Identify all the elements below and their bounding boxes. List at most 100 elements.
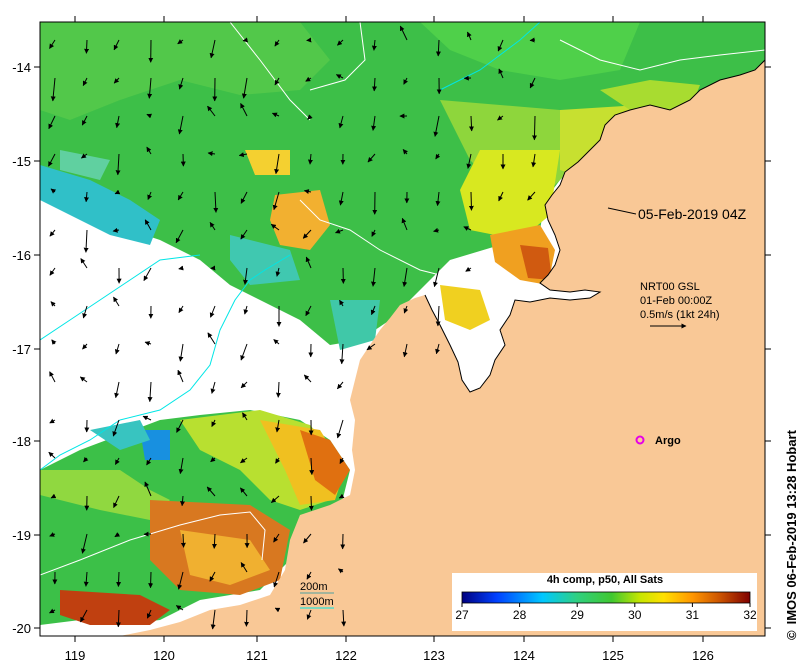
current-arrow — [529, 37, 536, 43]
current-arrow — [303, 374, 312, 383]
current-arrow — [306, 571, 312, 580]
current-arrow — [180, 533, 186, 548]
current-arrow — [371, 77, 377, 92]
current-arrow — [303, 533, 312, 544]
current-arrow — [401, 217, 408, 231]
current-arrow — [275, 381, 281, 398]
current-arrow — [209, 39, 216, 59]
current-arrow — [211, 533, 217, 549]
current-arrow — [207, 151, 216, 157]
current-arrow — [49, 608, 56, 614]
current-arrow — [242, 412, 248, 421]
current-arrow — [49, 418, 56, 424]
current-arrow — [242, 37, 249, 43]
current-arrow — [532, 115, 538, 141]
colorbar-tick-label: 30 — [628, 608, 642, 622]
current-arrow — [177, 369, 184, 383]
lat-tick-label: -19 — [12, 528, 31, 543]
current-arrow — [241, 77, 248, 99]
colorbar-title: 4h comp, p50, All Sats — [547, 574, 663, 586]
current-arrow — [146, 113, 153, 119]
current-arrow — [177, 115, 184, 135]
current-arrow — [275, 267, 281, 277]
current-arrow — [81, 115, 88, 126]
current-arrow — [467, 31, 472, 41]
current-arrow — [50, 301, 56, 307]
current-arrow — [240, 191, 248, 204]
current-arrow — [468, 115, 474, 132]
current-arrow — [240, 562, 248, 573]
latitude-axis: -14 -15 -16 -17 -18 -19 -20 — [12, 60, 771, 636]
colorbar-tick-label: 31 — [686, 608, 700, 622]
current-arrow — [465, 266, 472, 272]
current-arrow — [529, 77, 536, 89]
colorbar-tick-label: 32 — [743, 608, 757, 622]
current-arrow — [178, 305, 184, 314]
current-arrow — [433, 115, 440, 137]
current-arrow — [402, 267, 408, 287]
current-arrow — [273, 533, 280, 543]
contour-legend: 200m 1000m — [300, 581, 334, 609]
current-arrow — [116, 571, 122, 587]
current-arrow — [399, 25, 408, 41]
current-arrow — [243, 305, 249, 315]
current-arrow — [82, 343, 88, 350]
current-arrow — [435, 153, 441, 160]
colorbar-ticks: 27 28 29 30 31 32 — [455, 603, 757, 622]
current-arrow — [240, 229, 248, 240]
current-arrow — [80, 153, 88, 159]
current-arrow — [48, 451, 56, 459]
current-arrow — [339, 457, 345, 464]
current-arrow — [274, 607, 281, 613]
current-arrow — [527, 191, 536, 201]
current-arrow — [79, 376, 88, 383]
current-arrow — [403, 77, 409, 85]
current-arrow — [371, 39, 377, 51]
current-arrow — [211, 419, 217, 427]
current-arrow — [498, 191, 504, 202]
current-arrow — [273, 339, 280, 345]
argo-label: Argo — [655, 435, 681, 447]
credit-text: © IMOS 06-Feb-2019 13:28 Hobart — [784, 429, 799, 640]
current-arrow — [306, 37, 312, 43]
current-arrow — [305, 256, 312, 269]
lat-tick-label: -18 — [12, 434, 31, 449]
current-arrow — [82, 77, 88, 87]
current-arrow — [275, 457, 281, 464]
current-arrow — [207, 105, 216, 117]
current-arrow — [308, 495, 314, 511]
current-arrow — [309, 457, 315, 476]
current-arrow — [146, 457, 152, 466]
current-arrow — [177, 571, 184, 590]
current-arrow — [49, 371, 56, 383]
current-arrow — [336, 419, 344, 439]
current-arrow — [146, 146, 152, 155]
current-arrow — [338, 493, 345, 499]
lat-tick-label: -16 — [12, 248, 31, 263]
longitude-axis: 119 120 121 122 123 124 125 126 — [65, 16, 714, 663]
current-arrow — [337, 568, 344, 574]
current-arrow — [48, 153, 56, 167]
current-arrow — [147, 191, 152, 200]
current-arrow — [531, 153, 537, 168]
credit-label: IMOS 06-Feb-2019 13:28 Hobart — [784, 429, 799, 624]
current-arrow — [112, 419, 120, 437]
current-arrow — [463, 226, 472, 231]
current-arrow — [307, 153, 313, 165]
current-arrow — [273, 571, 280, 588]
contour-200m — [40, 39, 765, 576]
current-arrow — [335, 228, 344, 234]
current-arrow — [210, 381, 216, 394]
current-arrow — [341, 609, 347, 627]
current-arrow — [468, 191, 474, 211]
current-arrow — [48, 115, 56, 130]
current-arrow — [209, 221, 216, 231]
current-arrow — [175, 229, 184, 244]
current-arrow — [240, 103, 248, 117]
lat-tick-label: -17 — [12, 342, 31, 357]
current-arrow — [274, 77, 280, 86]
current-arrow — [209, 571, 216, 582]
lat-tick-label: -20 — [12, 621, 31, 636]
current-arrow — [274, 39, 280, 47]
current-arrow — [271, 112, 280, 118]
